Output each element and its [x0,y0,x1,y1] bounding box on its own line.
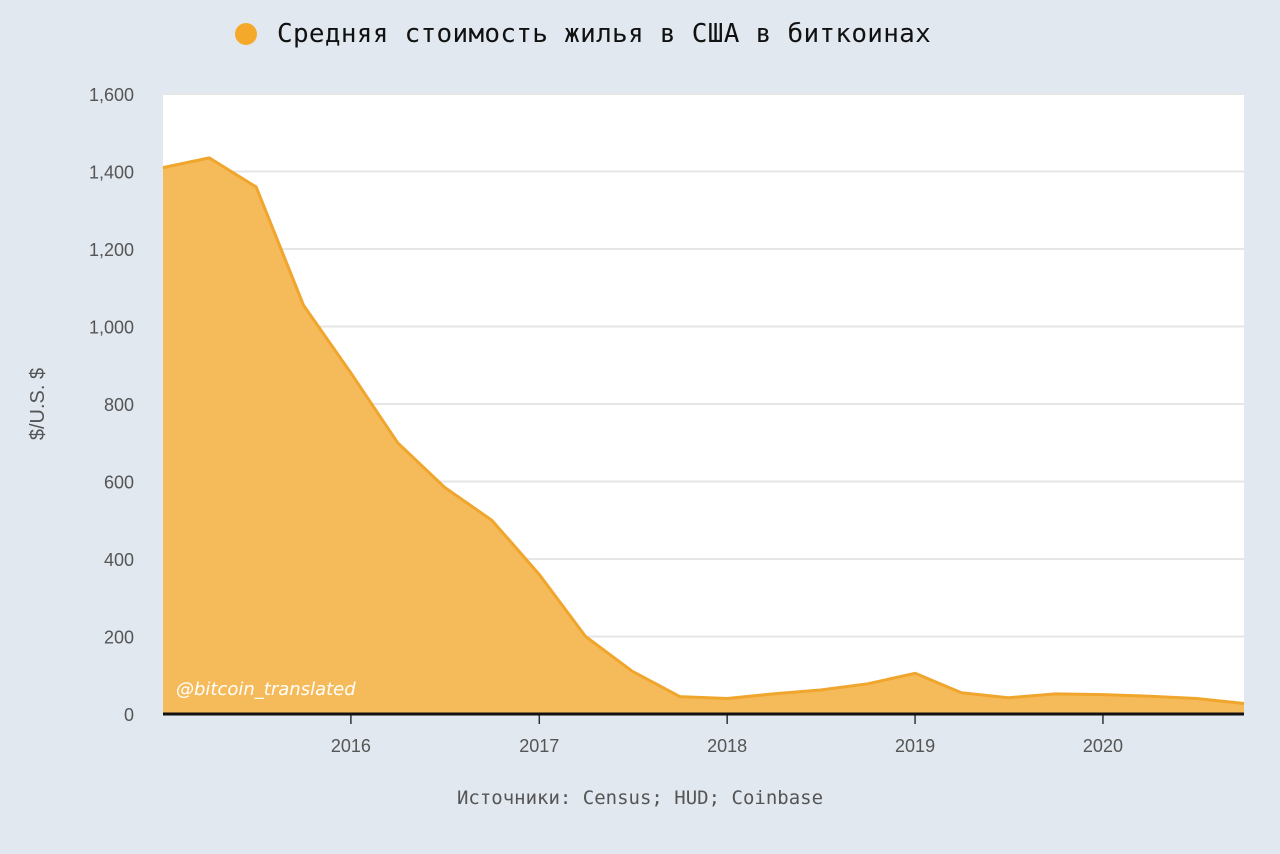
y-axis-label: $/U.S. $ [27,368,49,440]
series-area [163,157,1244,714]
y-tick-label: 400 [104,550,134,570]
x-tick-label: 2019 [895,736,935,756]
x-tick-label: 2017 [519,736,559,756]
y-tick-label: 600 [104,473,134,493]
y-tick-label: 1,200 [89,240,134,260]
chart-source: Источники: Census; HUD; Coinbase [456,787,824,809]
x-tick-label: 2016 [331,736,371,756]
y-tick-label: 200 [104,628,134,648]
chart-legend: Средняя стоимость жилья в США в биткоина… [235,14,931,54]
x-tick-label: 2020 [1083,736,1123,756]
y-tick-label: 1,600 [89,85,134,105]
watermark: @bitcoin_translated [176,679,356,700]
x-tick-label: 2018 [707,736,747,756]
legend-swatch [235,23,257,45]
y-tick-label: 1,000 [89,318,134,338]
series-line [162,156,1245,705]
y-tick-label: 0 [124,705,134,725]
y-tick-label: 1,400 [89,163,134,183]
y-tick-label: 800 [104,395,134,415]
legend-label: Средняя стоимость жилья в США в биткоина… [277,19,932,49]
